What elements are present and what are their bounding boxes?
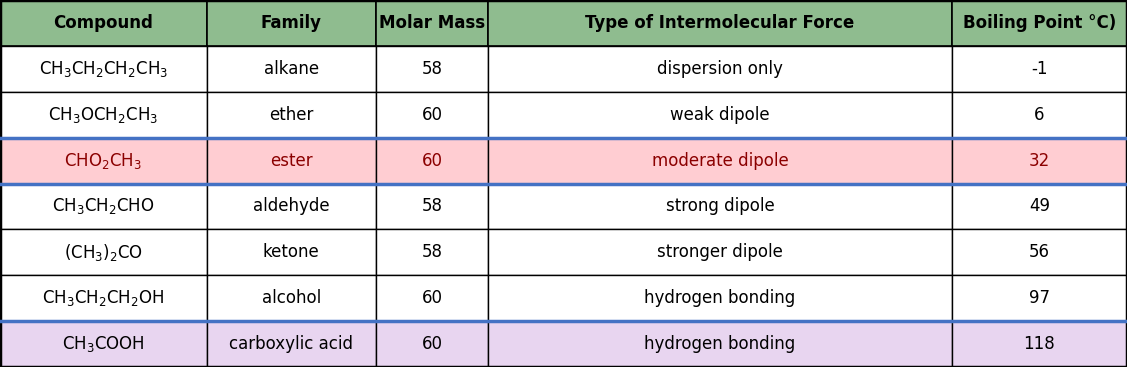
Text: Type of Intermolecular Force: Type of Intermolecular Force	[585, 14, 854, 32]
Text: 58: 58	[421, 197, 443, 215]
Text: 97: 97	[1029, 289, 1050, 307]
Bar	[375, 184, 488, 229]
Bar	[0, 275, 206, 321]
Bar	[0, 0, 206, 46]
Bar	[488, 0, 951, 46]
Bar	[206, 275, 375, 321]
Bar	[951, 92, 1127, 138]
Text: -1: -1	[1031, 60, 1048, 78]
Bar	[206, 321, 375, 367]
Bar	[0, 184, 206, 229]
Bar	[206, 46, 375, 92]
Bar	[488, 184, 951, 229]
Bar	[375, 46, 488, 92]
Bar	[488, 229, 951, 275]
Text: stronger dipole: stronger dipole	[657, 243, 783, 261]
Bar	[206, 229, 375, 275]
Text: 118: 118	[1023, 335, 1055, 353]
Text: hydrogen bonding: hydrogen bonding	[645, 289, 796, 307]
Text: 32: 32	[1029, 152, 1050, 170]
Text: alkane: alkane	[264, 60, 319, 78]
Bar	[206, 138, 375, 184]
Text: CH$_3$COOH: CH$_3$COOH	[62, 334, 144, 354]
Text: Family: Family	[260, 14, 321, 32]
Bar	[375, 138, 488, 184]
Bar	[375, 0, 488, 46]
Text: Boiling Point °C): Boiling Point °C)	[962, 14, 1116, 32]
Bar	[375, 321, 488, 367]
Text: carboxylic acid: carboxylic acid	[229, 335, 353, 353]
Bar	[951, 184, 1127, 229]
Bar	[0, 229, 206, 275]
Bar	[488, 92, 951, 138]
Bar	[951, 46, 1127, 92]
Text: 60: 60	[421, 335, 443, 353]
Text: 58: 58	[421, 243, 443, 261]
Text: 60: 60	[421, 152, 443, 170]
Text: hydrogen bonding: hydrogen bonding	[645, 335, 796, 353]
Text: CHO$_2$CH$_3$: CHO$_2$CH$_3$	[64, 150, 142, 171]
Text: CH$_3$CH$_2$CHO: CH$_3$CH$_2$CHO	[52, 196, 154, 217]
Text: moderate dipole: moderate dipole	[651, 152, 789, 170]
Text: weak dipole: weak dipole	[671, 106, 770, 124]
Bar	[206, 92, 375, 138]
Text: 6: 6	[1035, 106, 1045, 124]
Bar	[951, 138, 1127, 184]
Text: (CH$_3$)$_2$CO: (CH$_3$)$_2$CO	[64, 242, 143, 263]
Bar	[488, 275, 951, 321]
Text: ether: ether	[269, 106, 313, 124]
Bar	[488, 321, 951, 367]
Bar	[375, 275, 488, 321]
Bar	[951, 229, 1127, 275]
Text: 56: 56	[1029, 243, 1050, 261]
Bar	[0, 321, 206, 367]
Text: 58: 58	[421, 60, 443, 78]
Text: ester: ester	[269, 152, 312, 170]
Bar	[206, 0, 375, 46]
Bar	[488, 46, 951, 92]
Bar	[0, 138, 206, 184]
Text: ketone: ketone	[263, 243, 320, 261]
Bar	[375, 92, 488, 138]
Text: 60: 60	[421, 106, 443, 124]
Text: CH$_3$OCH$_2$CH$_3$: CH$_3$OCH$_2$CH$_3$	[48, 105, 159, 125]
Text: 60: 60	[421, 289, 443, 307]
Text: 49: 49	[1029, 197, 1050, 215]
Text: CH$_3$CH$_2$CH$_2$CH$_3$: CH$_3$CH$_2$CH$_2$CH$_3$	[38, 59, 168, 79]
Bar	[375, 229, 488, 275]
Text: CH$_3$CH$_2$CH$_2$OH: CH$_3$CH$_2$CH$_2$OH	[42, 288, 165, 308]
Text: Molar Mass: Molar Mass	[379, 14, 485, 32]
Bar	[0, 46, 206, 92]
Bar	[951, 275, 1127, 321]
Text: aldehyde: aldehyde	[252, 197, 329, 215]
Bar	[951, 0, 1127, 46]
Bar	[951, 321, 1127, 367]
Bar	[206, 184, 375, 229]
Bar	[0, 92, 206, 138]
Text: strong dipole: strong dipole	[666, 197, 774, 215]
Text: dispersion only: dispersion only	[657, 60, 783, 78]
Text: Compound: Compound	[53, 14, 153, 32]
Text: alcohol: alcohol	[261, 289, 321, 307]
Bar	[488, 138, 951, 184]
